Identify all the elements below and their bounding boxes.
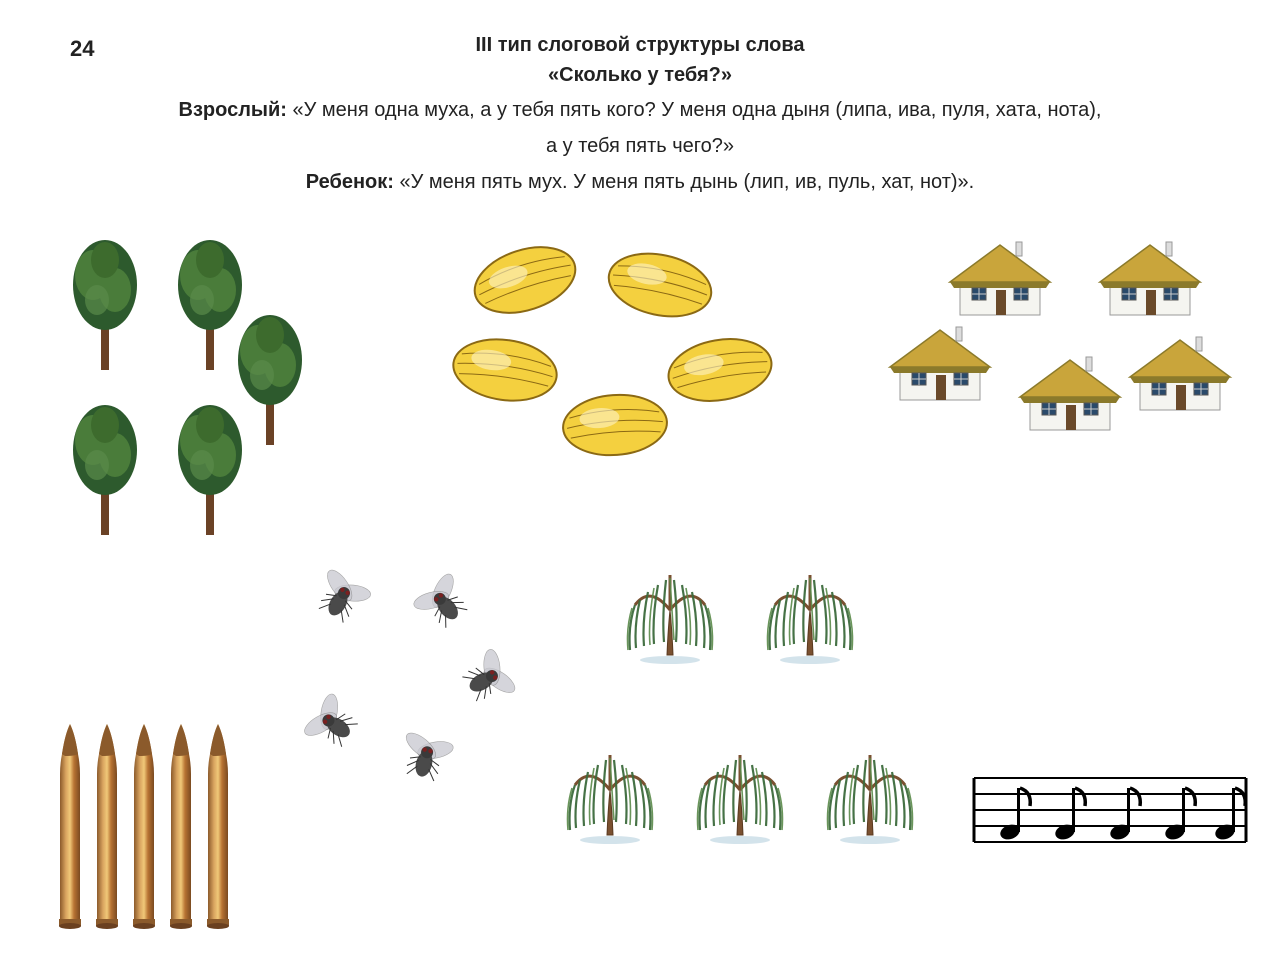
title: III тип слоговой структуры слова [0, 30, 1280, 60]
adult-line-2: а у тебя пять чего?» [0, 130, 1280, 162]
child-label: Ребенок: [306, 171, 394, 193]
adult-text-1: «У меня одна муха, а у тебя пять кого? У… [287, 99, 1101, 121]
bullets-group [50, 720, 240, 930]
child-line: Ребенок: «У меня пять мух. У меня пять д… [0, 166, 1280, 198]
child-text: «У меня пять мух. У меня пять дынь (лип,… [394, 171, 974, 193]
adult-label: Взрослый: [179, 99, 287, 121]
notes-group [970, 760, 1250, 860]
huts-group [870, 225, 1240, 475]
subtitle: «Сколько у тебя?» [0, 60, 1280, 90]
trees-group [50, 220, 330, 560]
willows-group [540, 530, 940, 910]
flies-group [270, 550, 540, 810]
header-block: III тип слоговой структуры слова «Скольк… [0, 30, 1280, 198]
melons-group [430, 230, 790, 470]
adult-line: Взрослый: «У меня одна муха, а у тебя пя… [0, 94, 1280, 126]
